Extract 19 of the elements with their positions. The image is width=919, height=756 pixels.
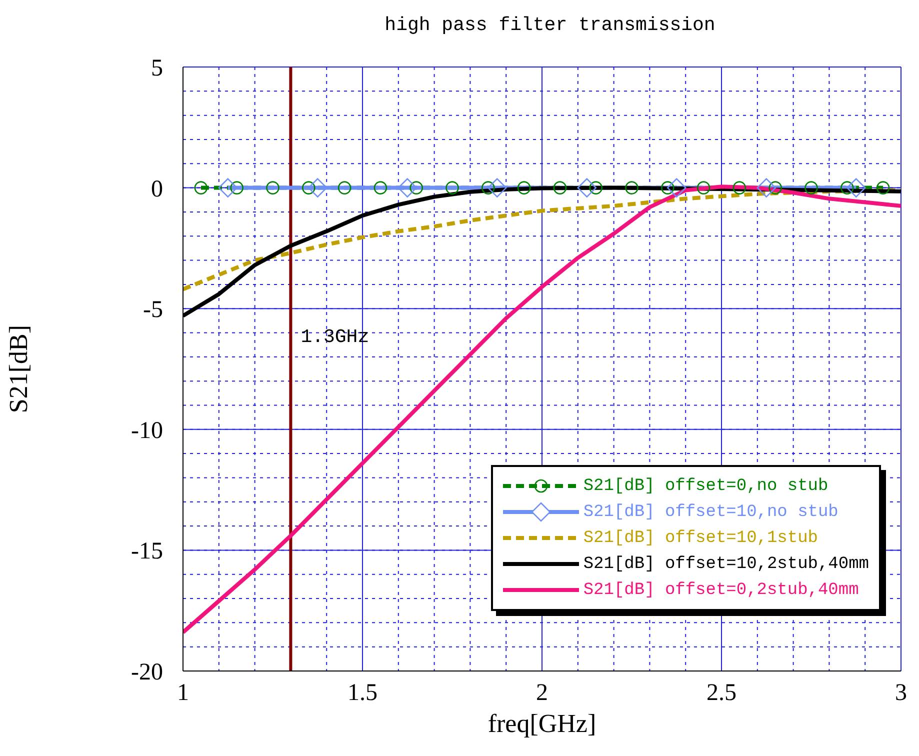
- y-tick-label: -10: [131, 418, 163, 444]
- y-tick-label: 5: [151, 56, 163, 82]
- x-axis-title: freq[GHz]: [488, 709, 596, 738]
- x-tick-label: 3: [895, 680, 907, 706]
- y-tick-label: -5: [143, 297, 163, 324]
- legend-label: S21[dB] offset=10,2stub,40mm: [583, 554, 869, 574]
- x-tick-label: 1.5: [348, 680, 378, 706]
- chart-title: high pass filter transmission: [384, 14, 716, 36]
- y-tick-label: -15: [131, 538, 163, 565]
- legend-label: S21[dB] offset=10,1stub: [583, 528, 818, 548]
- y-tick-label: -20: [131, 660, 163, 686]
- legend-label: S21[dB] offset=0,no stub: [583, 476, 828, 496]
- legend-label: S21[dB] offset=0,2stub,40mm: [583, 580, 859, 600]
- y-axis-title: S21[dB]: [4, 324, 34, 414]
- y-tick-label: 0: [151, 176, 163, 202]
- x-tick-label: 1: [177, 680, 189, 706]
- legend-label: S21[dB] offset=10,no stub: [583, 502, 838, 522]
- x-tick-label: 2: [536, 680, 548, 706]
- x-tick-label: 2.5: [706, 680, 736, 706]
